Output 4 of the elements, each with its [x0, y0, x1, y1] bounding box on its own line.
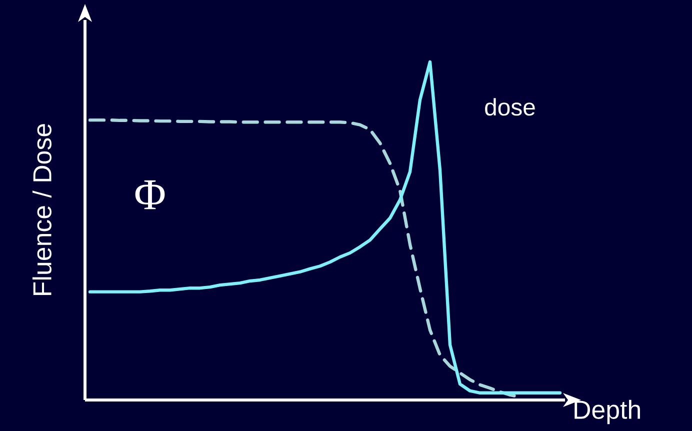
y-axis-title: Fluence / Dose [32, 124, 52, 295]
series-label: Φ [135, 180, 165, 210]
x-axis-title: Depth [574, 400, 640, 424]
text: dose [485, 98, 535, 116]
